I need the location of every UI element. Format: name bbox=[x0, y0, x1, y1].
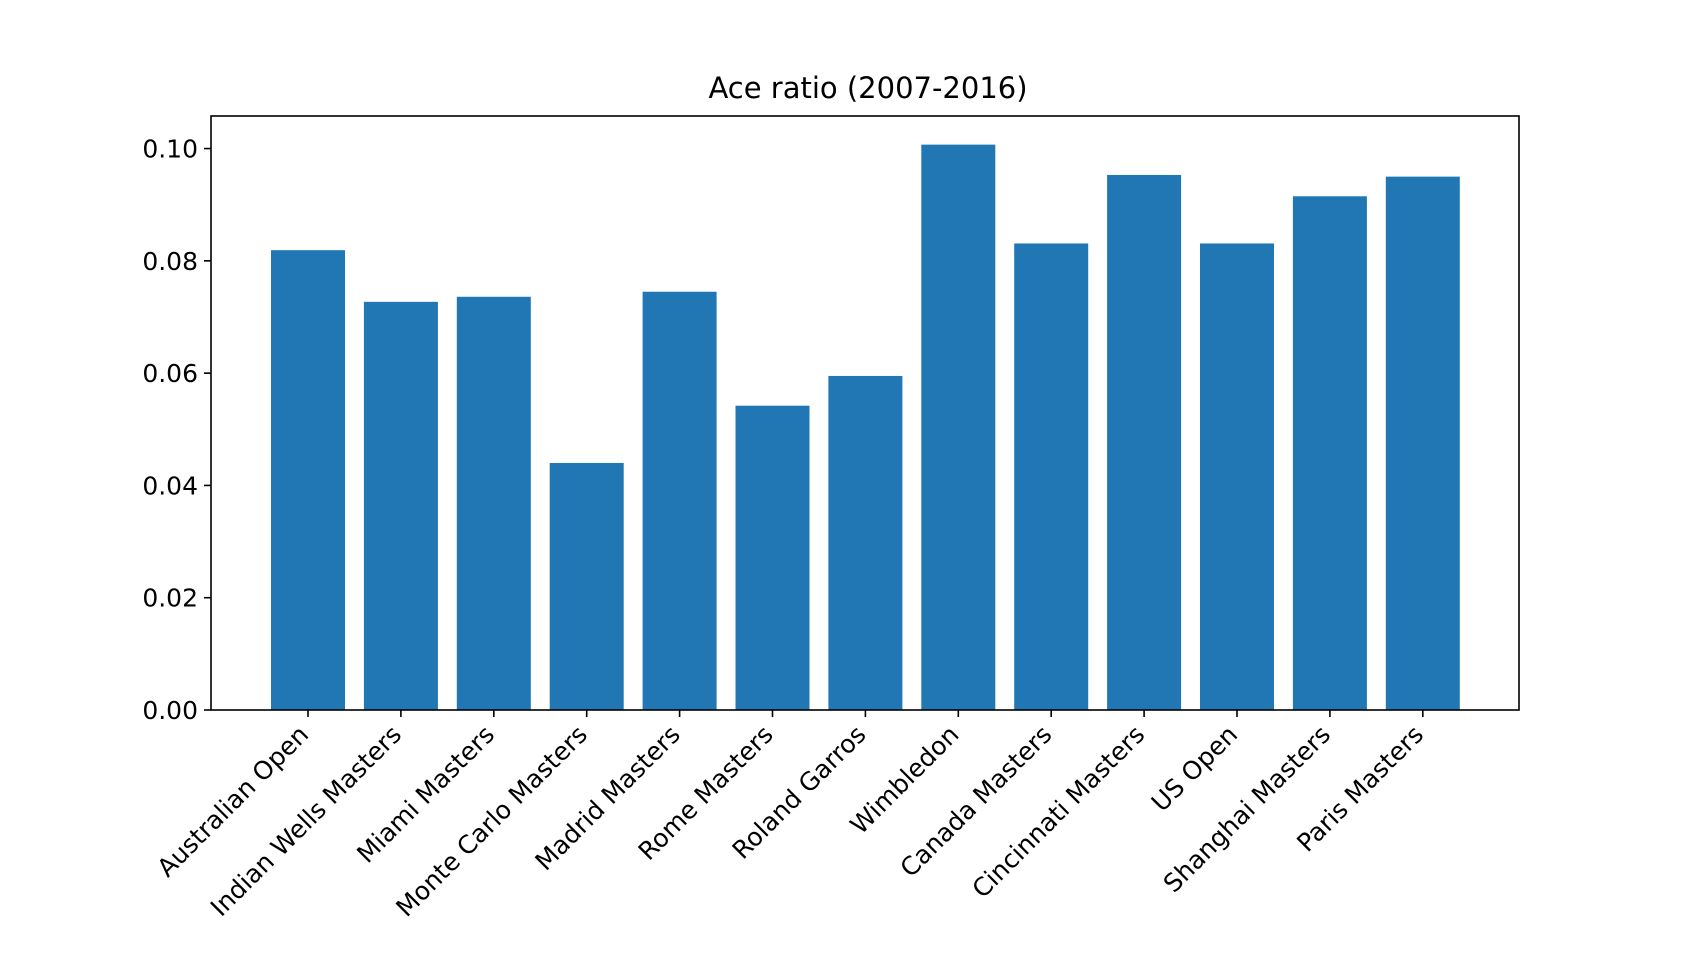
bar-miami-masters bbox=[456, 296, 531, 710]
bar-australian-open bbox=[271, 250, 345, 710]
x-tick-label: Cincinnati Masters bbox=[966, 720, 1150, 904]
bar-madrid-masters bbox=[642, 291, 717, 710]
y-tick-label: 0.00 bbox=[142, 696, 198, 725]
bars-layer bbox=[271, 144, 1460, 711]
y-tick-label: 0.08 bbox=[142, 247, 198, 276]
bar-wimbledon bbox=[921, 144, 996, 710]
y-tick-label: 0.02 bbox=[142, 584, 198, 613]
bar-paris-masters bbox=[1385, 176, 1460, 710]
bar-indian-wells-masters bbox=[363, 301, 438, 710]
bar-us-open bbox=[1200, 243, 1274, 710]
x-tick-label: Indian Wells Masters bbox=[205, 720, 407, 922]
x-tick-label: Monte Carlo Masters bbox=[390, 720, 593, 923]
bar-monte-carlo-masters bbox=[549, 462, 624, 710]
y-tick-label: 0.10 bbox=[142, 135, 198, 164]
bar-rome-masters bbox=[735, 405, 810, 710]
x-tick-label: Australian Open bbox=[151, 720, 314, 883]
y-tick-label: 0.06 bbox=[142, 359, 198, 388]
chart-title: Ace ratio (2007-2016) bbox=[708, 71, 1027, 105]
bar-cincinnati-masters bbox=[1107, 174, 1182, 710]
x-tick-label: US Open bbox=[1146, 720, 1244, 818]
y-tick-label: 0.04 bbox=[142, 471, 198, 500]
bar-roland-garros bbox=[828, 375, 903, 710]
bar-canada-masters bbox=[1014, 243, 1089, 710]
y-axis-ticks: 0.00 0.02 0.04 0.06 0.08 0.10 bbox=[142, 135, 211, 725]
x-tick-label: Shanghai Masters bbox=[1158, 720, 1336, 898]
bar-shanghai-masters bbox=[1292, 196, 1367, 711]
